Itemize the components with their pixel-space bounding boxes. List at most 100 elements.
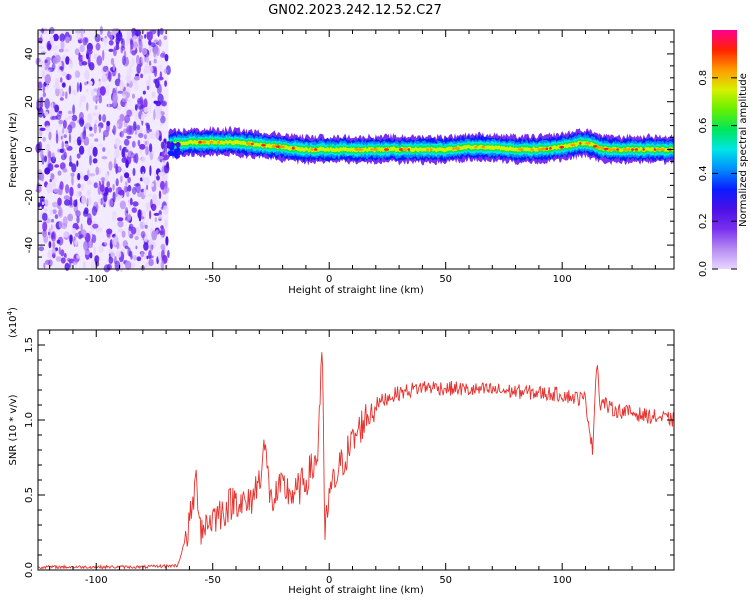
noise-speckle (149, 46, 152, 52)
doppler-peak (452, 147, 455, 150)
noise-speckle (108, 71, 112, 82)
noise-speckle (123, 185, 127, 193)
spectrogram-x-tick-label: 50 (439, 274, 452, 285)
noise-speckle (126, 82, 129, 87)
noise-speckle (75, 29, 82, 34)
noise-speckle (58, 119, 64, 125)
noise-speckle (89, 155, 92, 166)
noise-speckle (50, 209, 53, 216)
noise-speckle (102, 134, 106, 141)
noise-speckle (54, 164, 60, 168)
noise-speckle (138, 40, 143, 52)
noise-speckle (164, 54, 169, 62)
noise-speckle (85, 88, 89, 93)
noise-speckle (123, 169, 126, 175)
noise-speckle (108, 248, 112, 255)
noise-speckle (96, 55, 103, 66)
noise-speckle (130, 40, 134, 50)
noise-speckle (42, 221, 48, 232)
noise-speckle (116, 241, 120, 249)
noise-speckle (50, 218, 55, 223)
noise-speckle (127, 213, 132, 221)
noise-speckle (153, 212, 160, 216)
noise-speckle (98, 244, 104, 254)
noise-speckle (80, 183, 84, 191)
noise-speckle (84, 250, 90, 256)
doppler-peak (616, 148, 619, 151)
noise-speckle (153, 39, 159, 43)
noise-speckle (137, 192, 142, 198)
noise-speckle (147, 64, 153, 74)
noise-speckle (104, 173, 109, 183)
noise-speckle (142, 90, 146, 95)
noise-speckle (117, 220, 124, 228)
noise-speckle (102, 66, 108, 72)
noise-speckle (44, 155, 47, 163)
noise-speckle (94, 105, 98, 110)
noise-speckle (136, 63, 141, 74)
doppler-peak (474, 145, 478, 149)
noise-speckle (129, 197, 133, 206)
doppler-peak (261, 143, 266, 147)
noise-speckle (160, 141, 165, 150)
noise-speckle (159, 230, 164, 236)
noise-speckle (120, 175, 123, 183)
noise-speckle (77, 172, 81, 181)
doppler-peak (655, 148, 662, 151)
snr-x-axis-label: Height of straight line (km) (288, 585, 424, 596)
doppler-peak (201, 141, 207, 144)
noise-speckle (134, 29, 142, 37)
noise-speckle (124, 245, 129, 250)
noise-speckle (164, 186, 170, 194)
noise-speckle (148, 40, 152, 46)
spectrogram-x-tick-label: -50 (205, 274, 221, 285)
noise-speckle (38, 61, 45, 69)
noise-speckle (42, 136, 47, 142)
noise-speckle (93, 53, 99, 57)
noise-speckle (63, 231, 69, 238)
noise-speckle (133, 41, 138, 50)
noise-speckle (44, 111, 49, 117)
noise-speckle (44, 74, 51, 85)
noise-speckle (117, 90, 124, 94)
noise-speckle (79, 82, 82, 93)
noise-speckle (145, 146, 149, 156)
doppler-peak (537, 148, 541, 151)
snr-x-tick-label: 0 (326, 575, 332, 586)
noise-speckle (74, 232, 80, 238)
noise-speckle (115, 178, 119, 187)
noise-speckle (52, 201, 58, 208)
doppler-peak (660, 148, 665, 151)
noise-speckle (160, 260, 165, 272)
noise-speckle (59, 162, 66, 170)
noise-speckle (59, 181, 64, 191)
noise-speckle (123, 94, 127, 99)
noise-speckle (55, 82, 60, 90)
noise-speckle (65, 36, 71, 44)
noise-speckle (108, 256, 114, 264)
noise-speckle (47, 43, 52, 50)
noise-speckle (81, 194, 86, 206)
snr-y-tick-label: 0.5 (24, 487, 35, 503)
doppler-peak (407, 148, 411, 151)
noise-speckle (59, 33, 66, 42)
noise-speckle (130, 254, 133, 260)
noise-speckle (162, 205, 169, 215)
noise-speckle (165, 236, 169, 246)
noise-speckle (101, 156, 108, 160)
noise-speckle (92, 158, 98, 164)
noise-speckle (63, 195, 70, 200)
onset-speckle (169, 146, 174, 151)
noise-speckle (154, 217, 157, 223)
noise-speckle (76, 82, 79, 93)
noise-speckle (149, 165, 152, 177)
noise-speckle (144, 34, 147, 39)
noise-speckle (77, 183, 81, 189)
noise-speckle (90, 259, 96, 270)
noise-speckle (65, 184, 70, 194)
noise-speckle (158, 135, 162, 142)
noise-speckle (119, 200, 126, 210)
spectrogram-x-tick-label: -100 (85, 274, 108, 285)
doppler-peak (579, 142, 582, 145)
